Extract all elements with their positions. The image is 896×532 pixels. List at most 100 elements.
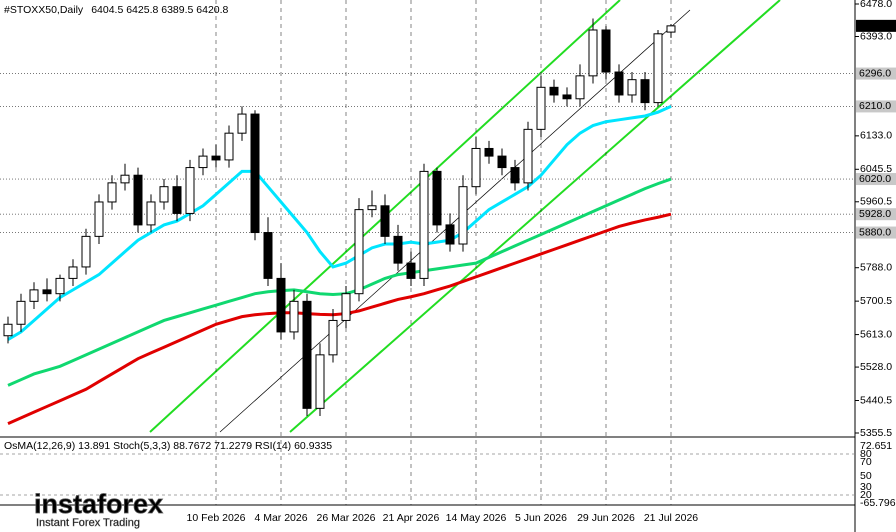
candle-body [380, 205, 390, 237]
x-tick-label: 14 May 2026 [446, 512, 507, 524]
candle-body [601, 29, 611, 73]
candle-body [666, 25, 676, 33]
indicator-scale-label: 80 [860, 448, 872, 460]
x-tick-label: 26 Mar 2026 [317, 512, 376, 524]
candle-body [81, 235, 91, 268]
ohlc: 6404.5 6425.8 6389.5 6420.8 [91, 4, 228, 16]
candle-body [354, 209, 364, 295]
candle-body [198, 155, 208, 169]
y-tick-label: 5440.5 [860, 394, 892, 406]
y-tick-label: 5613.0 [860, 328, 892, 340]
candle-body [42, 289, 52, 295]
y-tick-label: 5355.5 [860, 427, 892, 439]
candle-body [497, 155, 507, 169]
candle-body [172, 186, 182, 214]
candle-body [406, 262, 416, 279]
candle-body [133, 174, 143, 226]
candle-body [653, 33, 663, 104]
candle-body [29, 289, 39, 302]
candle-body [185, 167, 195, 214]
candle-body [562, 94, 572, 100]
level-box [856, 226, 896, 239]
candle-body [315, 354, 325, 409]
y-tick-label: 6393.0 [860, 30, 892, 42]
candle-body [263, 232, 273, 279]
candle-body [549, 86, 559, 96]
x-tick-label: 21 Jul 2026 [644, 512, 698, 524]
x-tick-label: 4 Mar 2026 [254, 512, 307, 524]
candle-body [120, 174, 130, 184]
indicator-levels [0, 453, 855, 496]
candle-body [211, 155, 221, 161]
candle-body [640, 79, 650, 104]
candle-body [16, 300, 26, 325]
candle-body [367, 205, 377, 211]
y-tick-label: 6133.0 [860, 130, 892, 142]
level-box [856, 100, 896, 113]
moving-average [7, 105, 672, 341]
candle-body [159, 186, 169, 203]
y-tick-label: 5700.5 [860, 295, 892, 307]
indicator-scale-label: 20 [860, 489, 872, 501]
level-label: 5880.0 [859, 226, 891, 238]
indicator-scale-label: 72.651 [860, 440, 892, 452]
candle-body [575, 75, 585, 100]
candle-body [276, 277, 286, 333]
x-tick-label: 21 Apr 2026 [383, 512, 440, 524]
level-label: 5928.0 [859, 208, 891, 220]
candle-body [94, 201, 104, 237]
y-tick-label: 6045.5 [860, 163, 892, 175]
candle-body [224, 132, 234, 161]
candle-body [432, 170, 442, 226]
x-tick-label: 10 Feb 2026 [187, 512, 246, 524]
level-label: 6210.0 [859, 100, 891, 112]
level-box [856, 67, 896, 80]
candle-body [250, 113, 260, 234]
chart-title: #STOXX50,Daily 6404.5 6425.8 6389.5 6420.… [4, 4, 229, 16]
indicator-scale-label: -65.796 [860, 497, 896, 509]
level-box [856, 173, 896, 186]
candle-body [510, 167, 520, 184]
level-box [856, 208, 896, 221]
level-label: 6296.0 [859, 67, 891, 79]
x-tick-label: 29 Jun 2026 [577, 512, 635, 524]
candle-body [146, 201, 156, 226]
candle-body [55, 277, 65, 295]
candle-body [3, 323, 13, 337]
last-price-label: 6420.8 [859, 20, 891, 32]
candle-body [458, 186, 468, 245]
x-tick-label: 5 Jun 2026 [515, 512, 567, 524]
candle-body [419, 170, 429, 279]
level-label: 6020.0 [859, 173, 891, 185]
tagline: Instant Forex Trading [36, 517, 140, 529]
candle-body [302, 300, 312, 409]
channel-lower [289, 0, 781, 433]
indicator-scale-label: 30 [860, 481, 872, 493]
candle-body [328, 319, 338, 356]
logo: instaforex Instant Forex Trading [34, 489, 164, 529]
y-tick-label: 5528.0 [860, 361, 892, 373]
candle-body [484, 147, 494, 157]
channel-mid [219, 9, 691, 433]
last-price-box [856, 19, 896, 32]
candle-body [588, 29, 598, 77]
y-tick-label: 5788.0 [860, 261, 892, 273]
candle-body [627, 79, 637, 96]
title: #STOXX50,Daily [4, 4, 84, 16]
candle-body [289, 300, 299, 333]
candle-body [536, 86, 546, 130]
candle-body [68, 266, 78, 279]
candle-body [445, 224, 455, 245]
candle-body [341, 293, 351, 321]
brand: instaforex [34, 489, 163, 519]
indicator-scale-label: 70 [860, 456, 872, 468]
indicator-header: OsMA(12,26,9) 13.891 Stoch(5,3,3) 88.767… [4, 440, 332, 452]
candle-body [471, 147, 481, 188]
candle-body [614, 71, 624, 96]
y-tick-label: 5960.5 [860, 196, 892, 208]
moving-average [7, 177, 672, 387]
y-tick-label: 6478.0 [860, 0, 892, 10]
candle-body [107, 182, 117, 203]
indicator-scale-label: 50 [860, 470, 872, 482]
